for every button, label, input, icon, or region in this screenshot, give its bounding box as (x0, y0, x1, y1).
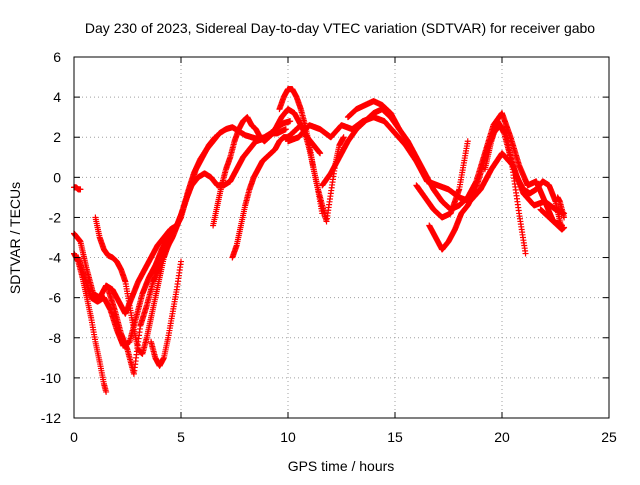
x-tick-label: 5 (177, 429, 185, 445)
chart-title: Day 230 of 2023, Sidereal Day-to-day VTE… (85, 20, 595, 36)
data-point (396, 126, 403, 133)
y-tick-label: 6 (53, 49, 61, 65)
y-tick-label: 4 (53, 89, 61, 105)
data-point (561, 224, 568, 231)
series-track-14 (413, 138, 471, 221)
y-tick-label: -2 (49, 209, 62, 225)
x-tick-label: 25 (601, 429, 617, 445)
data-point (317, 150, 324, 157)
x-tick-labels: 0 5 10 15 20 25 (70, 429, 617, 445)
y-tick-label: -8 (49, 330, 62, 346)
series-track-7 (148, 258, 184, 369)
tick-layer (73, 56, 610, 419)
x-tick-label: 15 (387, 429, 403, 445)
x-tick-label: 10 (280, 429, 296, 445)
data-point (522, 250, 529, 257)
data-point (464, 138, 471, 145)
y-tick-label: -10 (41, 370, 61, 386)
x-tick-label: 20 (494, 429, 510, 445)
x-tick-label: 0 (70, 429, 78, 445)
series-track-17 (537, 206, 568, 233)
data-point (103, 388, 110, 395)
data-point (340, 134, 347, 141)
data-point (282, 126, 289, 133)
y-tick-label: -12 (41, 410, 61, 426)
data-point (77, 186, 84, 193)
series-track-8 (210, 114, 289, 229)
data-layer (71, 86, 568, 395)
series-track-13 (344, 98, 403, 133)
y-tick-label: -6 (49, 290, 62, 306)
series-track-5 (92, 214, 172, 357)
data-point (287, 118, 294, 125)
plot-frame (73, 56, 610, 419)
x-axis-label: GPS time / hours (288, 458, 395, 474)
y-tick-label: 0 (53, 169, 61, 185)
series-track-10 (276, 86, 326, 217)
data-point (561, 214, 568, 221)
series-track-18 (554, 194, 568, 221)
y-tick-label: 2 (53, 129, 61, 145)
y-tick-label: -4 (49, 250, 62, 266)
y-tick-labels: -12 -10 -8 -6 -4 -2 0 2 4 6 (41, 49, 61, 426)
data-point (319, 210, 326, 217)
y-axis-label: SDTVAR / TECUs (7, 182, 23, 294)
series-track-16 (481, 118, 565, 233)
data-point (178, 258, 184, 265)
